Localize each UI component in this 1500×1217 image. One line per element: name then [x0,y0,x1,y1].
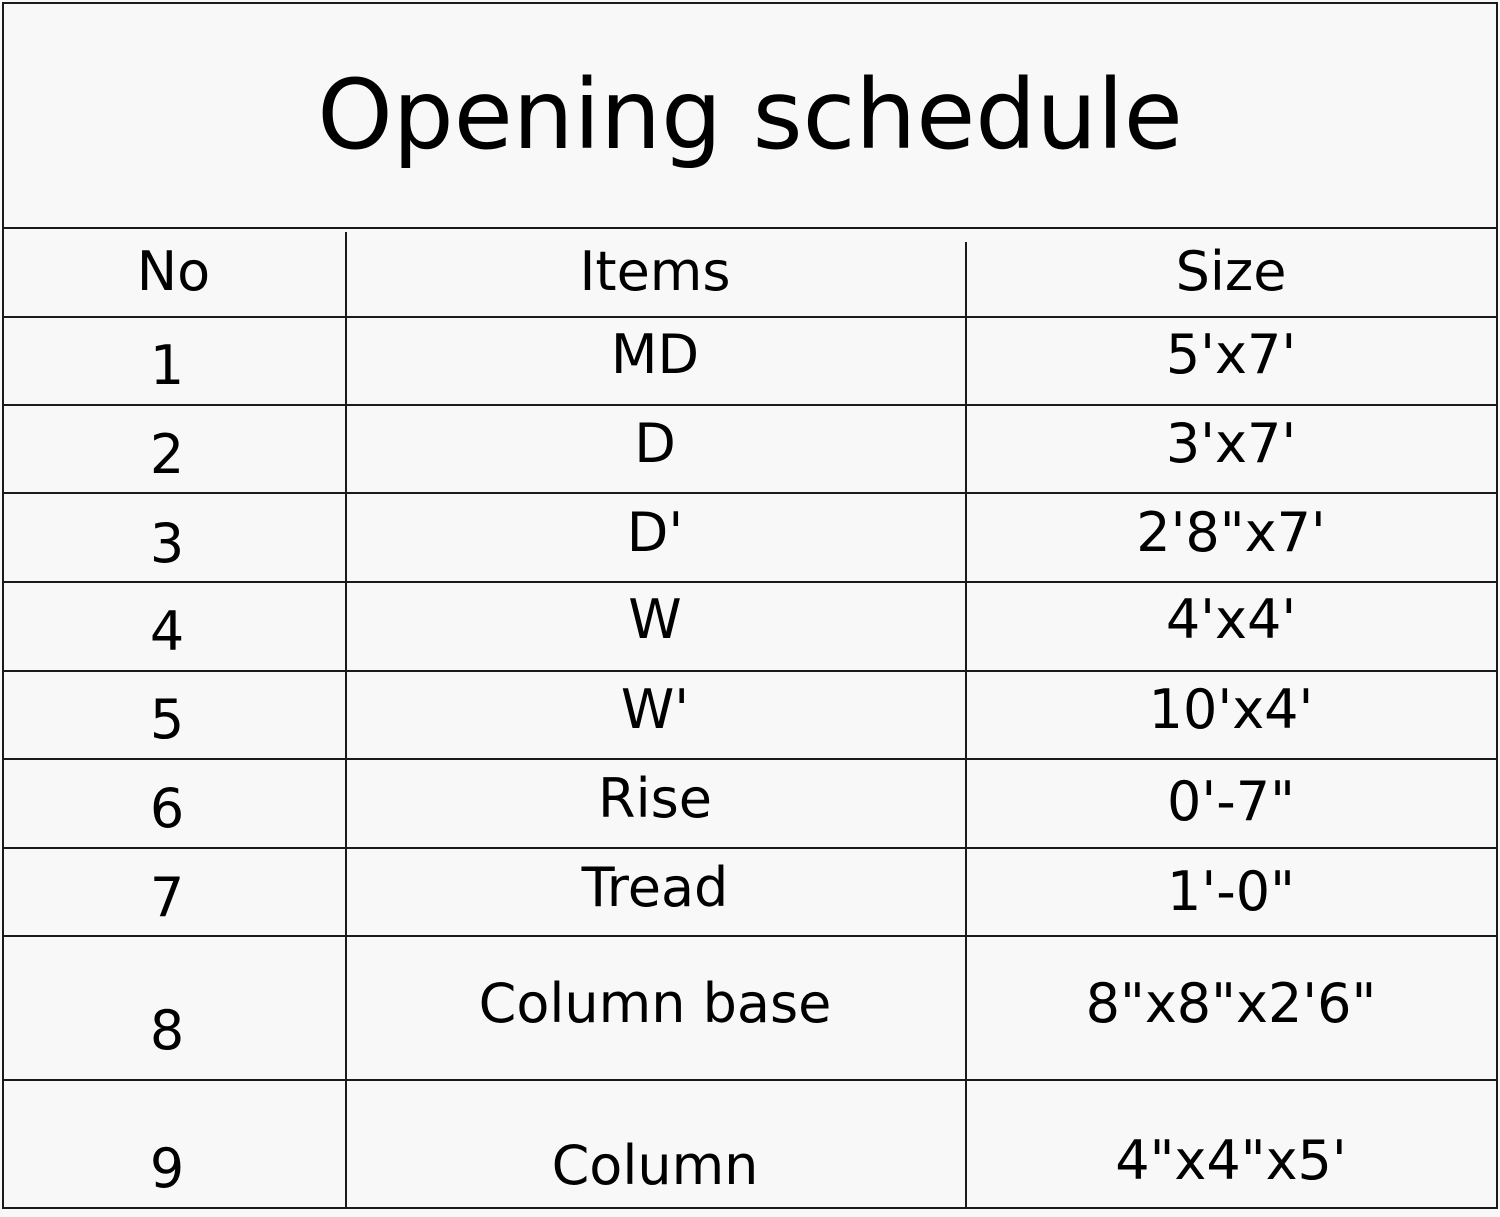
row-size: 5'x7' [1165,323,1297,386]
row-item: MD [610,323,700,386]
row-item: D [634,412,676,475]
row-number: 2 [149,423,185,486]
row-divider [2,492,1498,494]
row-divider [2,1207,1498,1209]
row-item: W [628,588,682,651]
row-number: 4 [149,600,185,663]
column-divider [345,232,347,1209]
row-divider [2,1079,1498,1081]
row-size: 1'-0" [1167,860,1295,923]
row-item: D' [626,501,684,564]
row-number: 8 [149,999,185,1062]
row-divider [2,935,1498,937]
row-number: 6 [149,777,185,840]
row-number: 7 [149,866,185,929]
row-size: 2'8"x7' [1136,501,1326,564]
row-divider [2,581,1498,583]
row-number: 9 [149,1137,185,1200]
row-size: 3'x7' [1165,412,1297,475]
row-divider [2,847,1498,849]
row-item: W' [620,678,690,741]
table-title: Opening schedule [317,59,1183,171]
row-divider [2,227,1498,229]
row-size: 10'x4' [1148,678,1314,741]
row-size: 4"x4"x5' [1115,1129,1347,1192]
row-divider [2,404,1498,406]
row-size: 8"x8"x2'6" [1085,972,1377,1035]
row-item: Column [551,1134,759,1197]
header-size: Size [1175,240,1287,303]
column-divider [1496,2,1498,1209]
column-divider [965,242,967,1209]
row-item: Rise [598,767,712,830]
row-divider [2,316,1498,318]
row-number: 5 [149,688,185,751]
row-size: 0'-7" [1167,770,1295,833]
row-item: Column base [478,972,832,1035]
row-size: 4'x4' [1165,588,1297,651]
row-divider [2,758,1498,760]
row-number: 3 [149,512,185,575]
header-no: No [136,240,211,303]
header-items: Items [579,240,731,303]
row-divider [2,670,1498,672]
row-number: 1 [149,334,185,397]
row-divider [2,2,1498,4]
row-item: Tread [581,856,729,919]
column-divider [2,2,4,1209]
